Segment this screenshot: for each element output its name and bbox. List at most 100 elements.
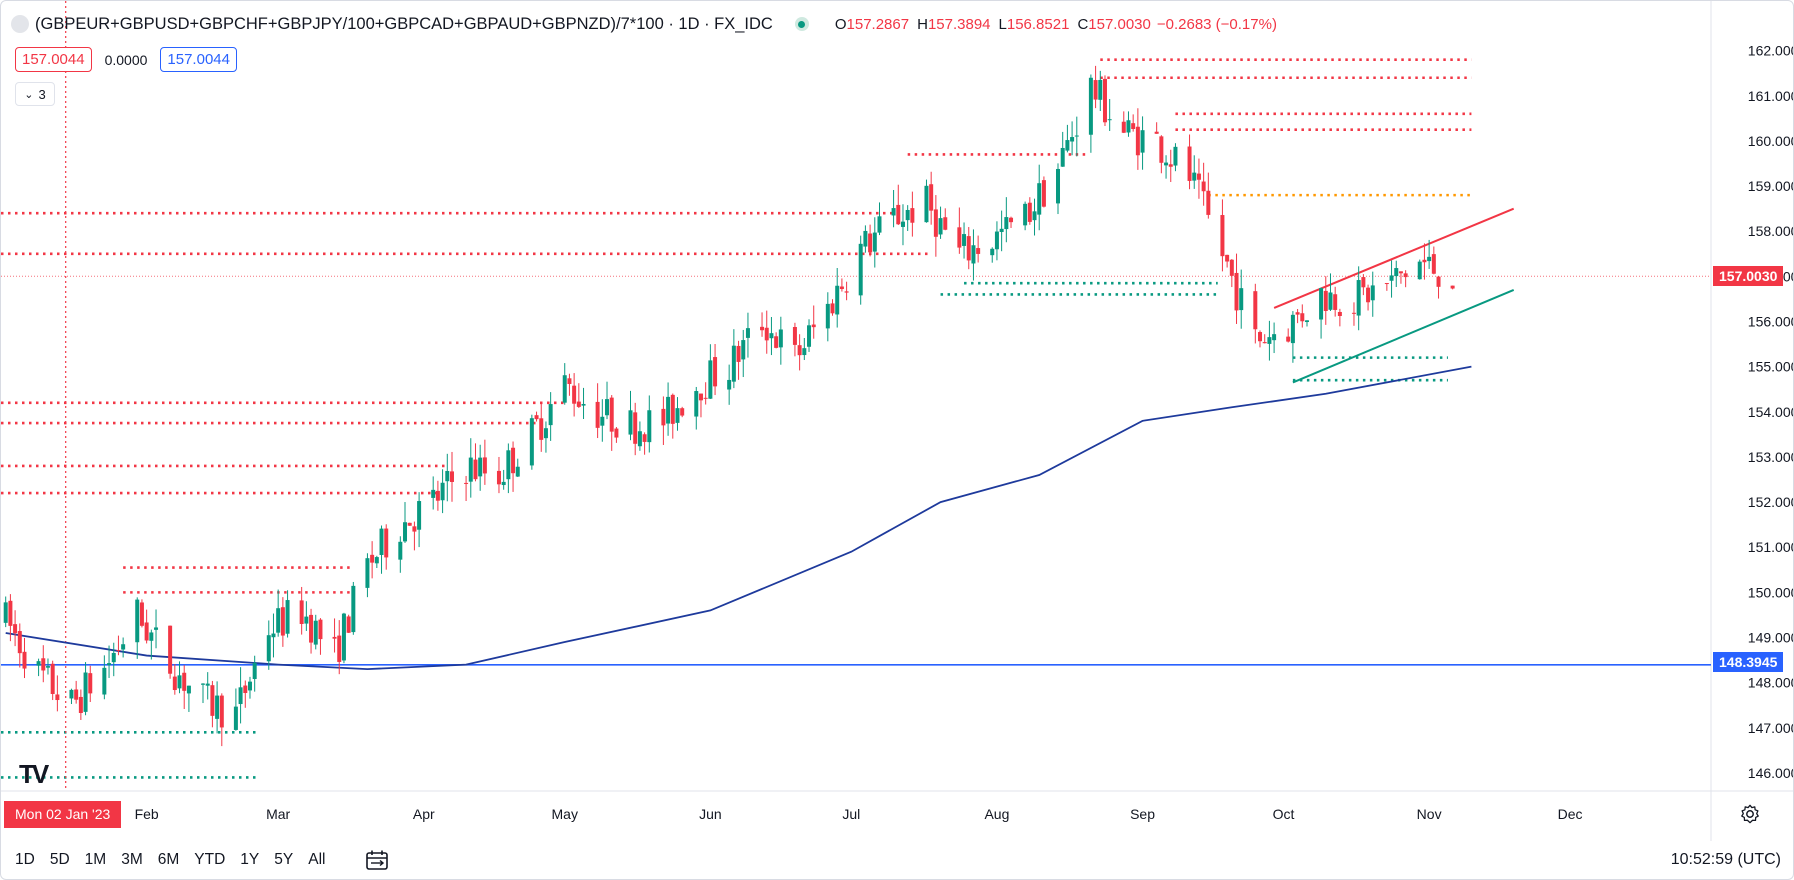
- candle-up: [107, 663, 112, 666]
- timeframe-1y-button[interactable]: 1Y: [240, 851, 260, 868]
- candle-down: [511, 447, 516, 474]
- candle-up: [83, 672, 88, 712]
- candle-down: [464, 482, 469, 484]
- indicators-toggle-button[interactable]: ⌄ 3: [15, 82, 55, 106]
- candle-up: [215, 695, 220, 719]
- x-tick-label: Oct: [1273, 806, 1295, 822]
- candle-up: [135, 599, 140, 643]
- candle-up: [1107, 119, 1112, 121]
- candle-down: [703, 397, 708, 399]
- candle-up: [529, 418, 534, 466]
- x-tick-label: Mar: [266, 806, 290, 822]
- candle-down: [412, 526, 417, 532]
- candle-up: [177, 675, 182, 689]
- y-tick-label: 156.0000: [1748, 314, 1793, 330]
- candle-down: [22, 651, 27, 669]
- candle-down: [868, 233, 873, 253]
- timeframe-3m-button[interactable]: 3M: [121, 851, 143, 868]
- candle-up: [1272, 334, 1277, 341]
- candle-down: [1262, 342, 1267, 344]
- candle-down: [760, 326, 765, 331]
- candle-up: [1267, 337, 1272, 344]
- timeframe-5d-button[interactable]: 5D: [49, 851, 70, 868]
- timeframe-all-button[interactable]: All: [308, 851, 326, 868]
- candle-up: [562, 375, 567, 403]
- timeframe-6m-button[interactable]: 6M: [157, 851, 180, 868]
- timeframe-ytd-button[interactable]: YTD: [194, 851, 226, 868]
- candle-down: [1154, 131, 1159, 134]
- candle-up: [379, 528, 384, 555]
- candle-up: [600, 416, 605, 426]
- candle-down: [299, 600, 304, 624]
- sell-price-button[interactable]: 157.0044: [15, 47, 92, 72]
- y-tick-label: 160.0000: [1748, 133, 1793, 149]
- candle-down: [144, 622, 149, 641]
- candle-down: [1135, 126, 1140, 156]
- x-tick-label: Aug: [984, 806, 1009, 822]
- x-tick-label: May: [552, 806, 578, 822]
- candle-down: [792, 327, 797, 345]
- candle-up: [1056, 168, 1061, 204]
- chevron-down-icon: ⌄: [24, 88, 34, 101]
- candle-down: [713, 357, 718, 387]
- timeframe-5y-button[interactable]: 5Y: [274, 851, 294, 868]
- candle-down: [1300, 313, 1305, 322]
- candle-down: [243, 685, 248, 694]
- candle-up: [1060, 147, 1065, 167]
- candle-down: [1027, 202, 1032, 222]
- y-tick-label: 149.0000: [1748, 630, 1793, 646]
- timeframe-1m-button[interactable]: 1M: [84, 851, 107, 868]
- candle-up: [1140, 130, 1145, 153]
- candle-down: [1229, 259, 1234, 276]
- candle-up: [1394, 268, 1399, 277]
- y-tick-label: 151.0000: [1748, 539, 1793, 555]
- candle-down: [811, 324, 816, 328]
- candle-down: [572, 385, 577, 404]
- candle-down: [210, 685, 215, 716]
- candle-up: [675, 408, 680, 423]
- symbol-title[interactable]: (GBPEUR+GBPUSD+GBPCHF+GBPJPY/100+GBPCAD+…: [35, 14, 773, 33]
- candle-down: [839, 286, 844, 290]
- close-value: 157.0030: [1088, 15, 1151, 33]
- candle-up: [1126, 120, 1131, 133]
- utc-clock[interactable]: 10:52:59 (UTC): [1670, 851, 1781, 868]
- settings-gear-icon[interactable]: [1739, 803, 1761, 825]
- y-tick-label: 155.0000: [1748, 359, 1793, 375]
- timeframe-1d-button[interactable]: 1D: [15, 851, 35, 868]
- candle-up: [1328, 292, 1333, 310]
- price-chart[interactable]: 146.0000 147.0000 148.0000 149.0000 150.0000…: [1, 1, 1793, 841]
- candle-down: [661, 408, 666, 426]
- candle-up: [506, 450, 511, 480]
- trend-line: [1292, 288, 1515, 384]
- candle-up: [994, 231, 999, 250]
- candle-up: [1074, 135, 1079, 137]
- candle-down: [1102, 78, 1107, 123]
- candle-down: [1337, 311, 1342, 317]
- date-range-calendar-icon[interactable]: [364, 849, 390, 871]
- candle-down: [50, 663, 55, 694]
- candle-down: [680, 408, 685, 416]
- market-status-icon[interactable]: [794, 17, 809, 31]
- candle-down: [407, 522, 412, 526]
- candle-down: [41, 658, 46, 671]
- candle-down: [1201, 181, 1206, 192]
- candle-up: [971, 245, 976, 264]
- candle-down: [1225, 254, 1230, 262]
- candle-down: [309, 614, 314, 643]
- candle-up: [417, 501, 422, 530]
- candle-up: [403, 522, 408, 542]
- candle-down: [1436, 276, 1441, 287]
- candle-down: [614, 428, 619, 438]
- y-tick-label: 148.0000: [1748, 675, 1793, 691]
- buy-price-button[interactable]: 157.0044: [160, 47, 237, 72]
- candle-up: [872, 232, 877, 252]
- candle-down: [642, 434, 647, 442]
- candle-up: [1065, 140, 1070, 151]
- tradingview-logo-icon[interactable]: TV: [19, 759, 49, 789]
- candle-up: [999, 228, 1004, 233]
- candle-down: [139, 602, 144, 626]
- moving-average-line: [5, 365, 1472, 671]
- candle-up: [778, 329, 783, 348]
- moving-average-price-tag: 148.3945: [1713, 652, 1784, 672]
